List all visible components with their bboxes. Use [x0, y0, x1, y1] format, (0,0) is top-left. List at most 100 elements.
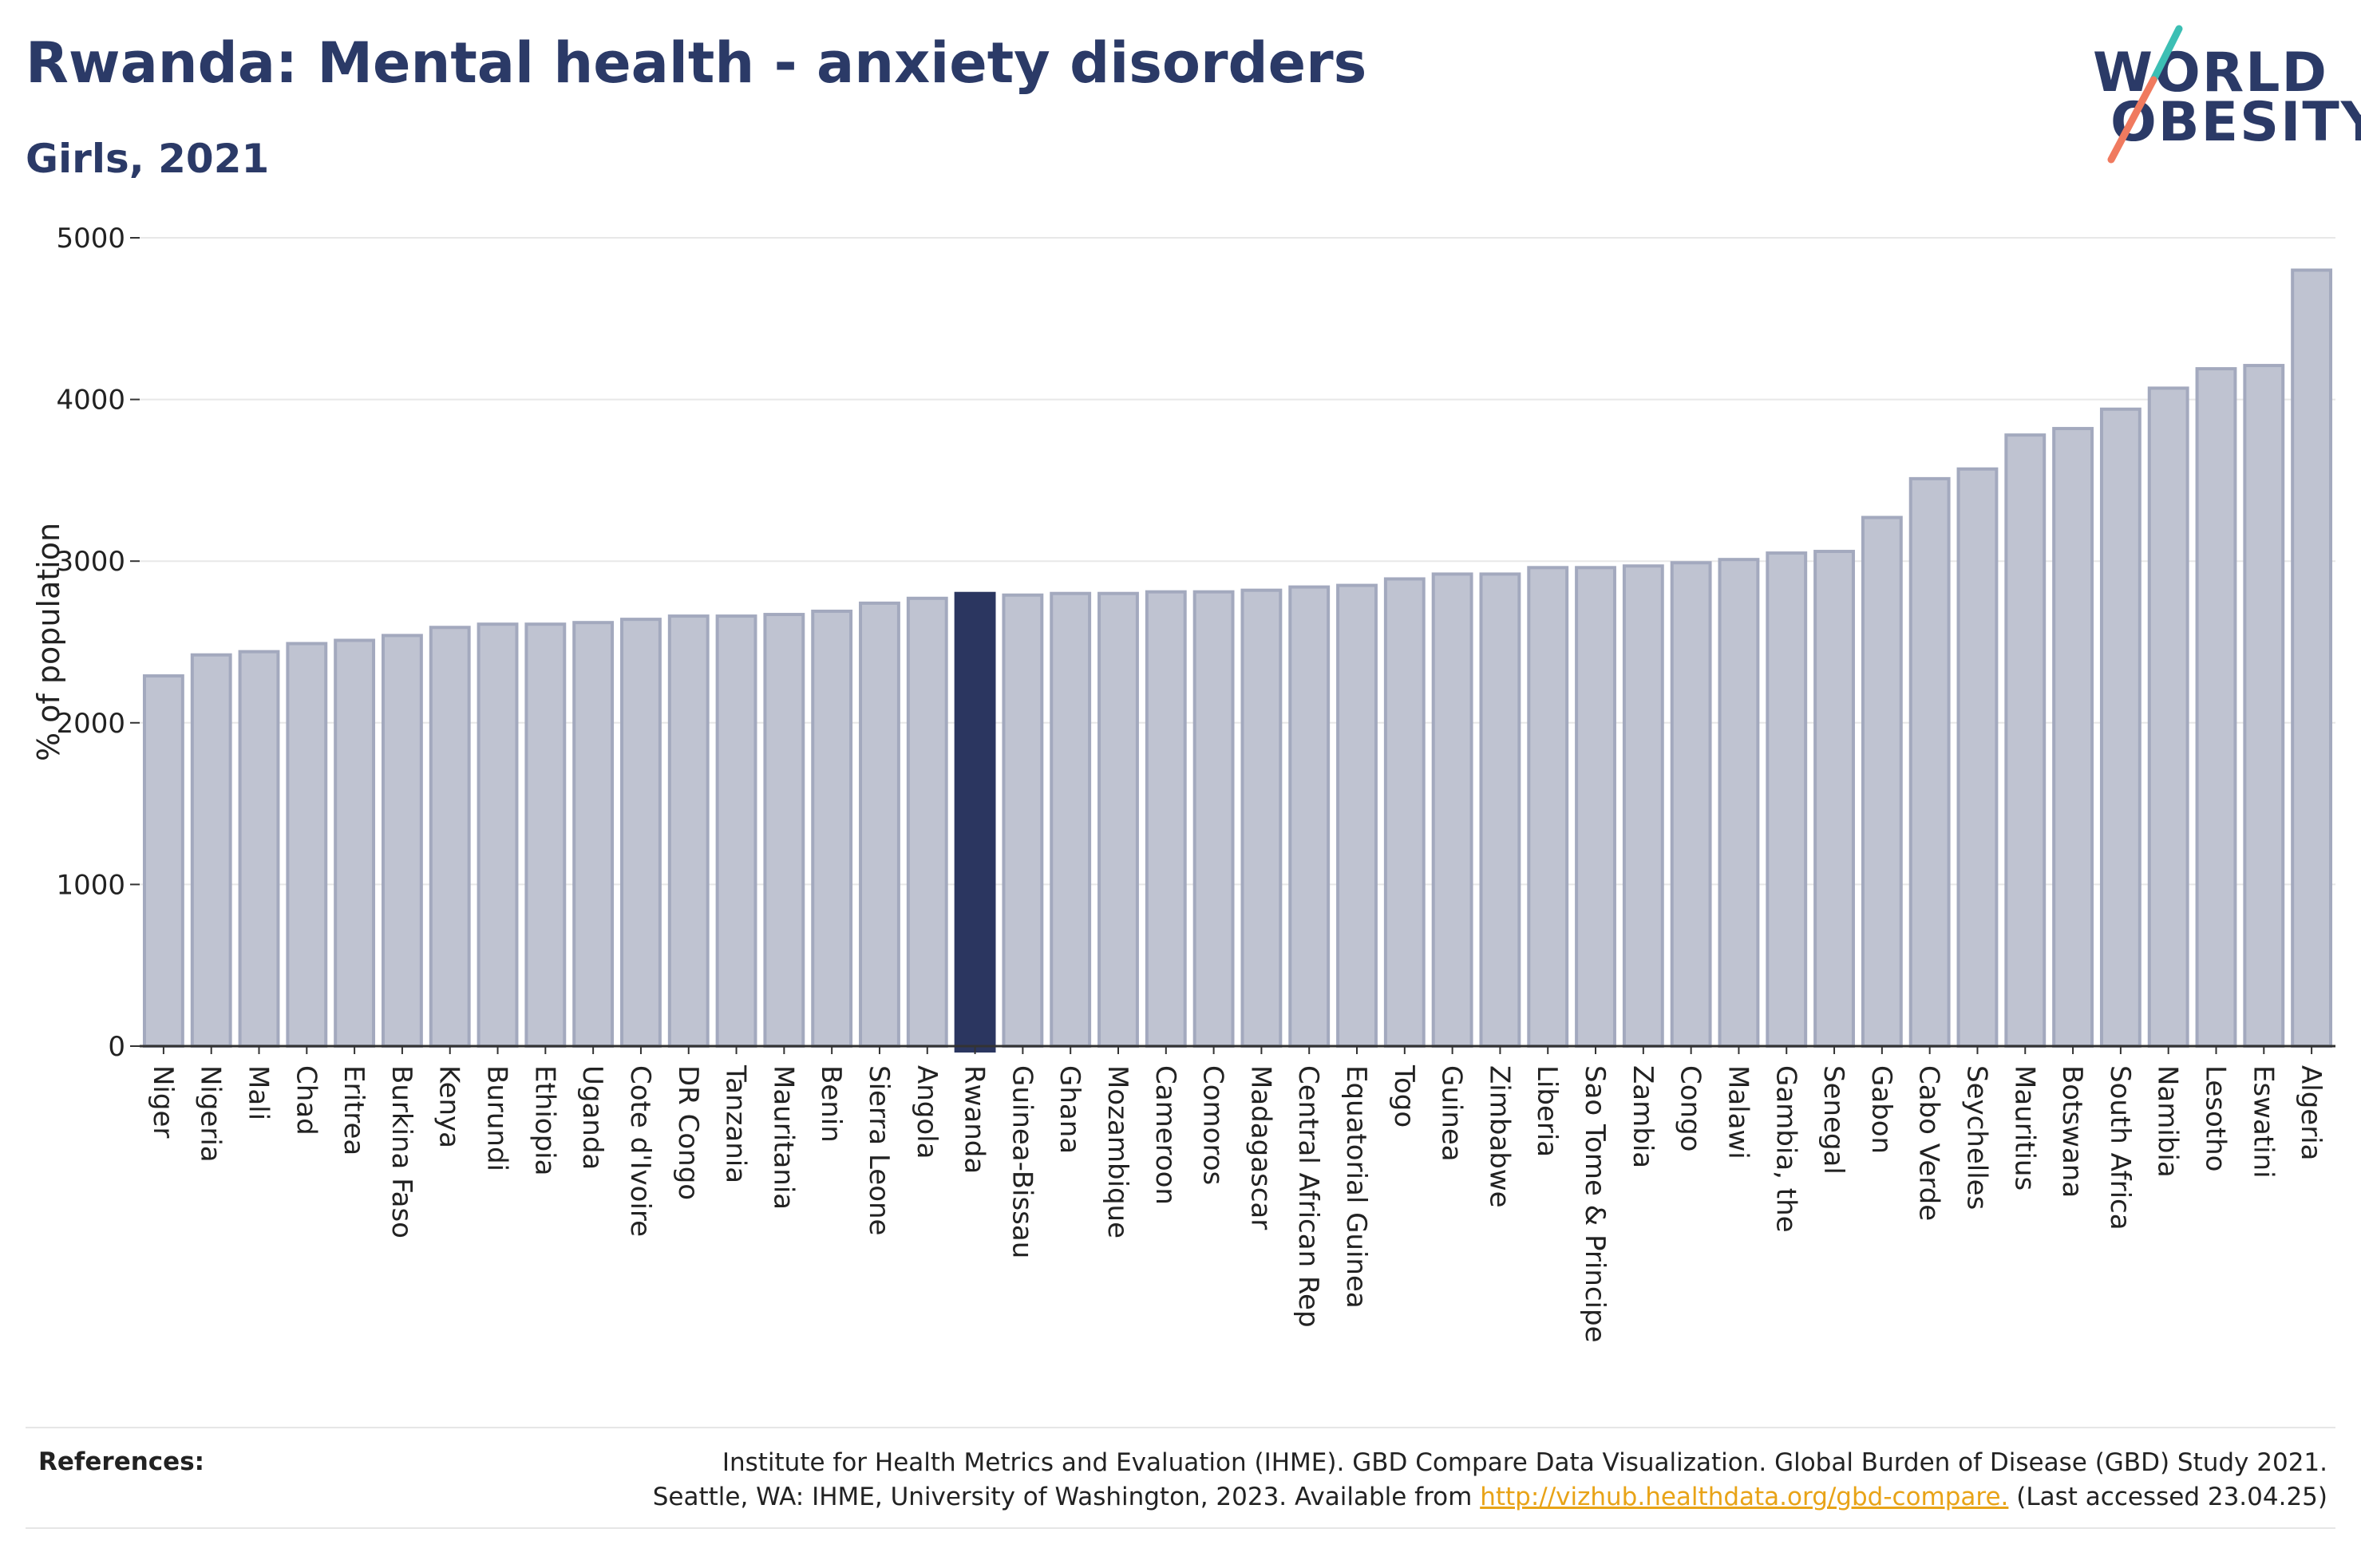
x-tick-label: Equatorial Guinea [1340, 1065, 1372, 1309]
x-tick-label: Benin [815, 1065, 847, 1143]
x-tick-label: Eritrea [338, 1065, 370, 1155]
bar [334, 638, 376, 1048]
bar [1908, 476, 1951, 1048]
x-tick-label: Cabo Verde [1913, 1065, 1945, 1221]
bar [1383, 577, 1426, 1048]
bar [2052, 427, 2094, 1048]
x-tick-label: Togo [1388, 1064, 1420, 1128]
x-tick-label: Sierra Leone [863, 1065, 895, 1235]
x-tick-label: Burundi [481, 1065, 513, 1171]
reference-line-2-suffix: (Last accessed 23.04.25) [2008, 1483, 2327, 1512]
bar [477, 622, 519, 1048]
x-tick-label: Kenya [433, 1065, 465, 1148]
bar [1527, 566, 1569, 1048]
x-tick-label: Comoros [1197, 1065, 1229, 1185]
references-text: Institute for Health Metrics and Evaluat… [653, 1446, 2327, 1515]
y-tick-label: 5000 [56, 223, 125, 255]
x-tick-label: Mauritius [2008, 1065, 2040, 1191]
x-tick-label: Uganda [576, 1065, 608, 1170]
bar [763, 613, 805, 1048]
page-title: Rwanda: Mental health - anxiety disorder… [26, 30, 1367, 96]
bar-chart: 0 1000 2000 3000 4000 5000 Niger Nigeria Mali Ch… [31, 223, 2335, 1343]
y-tick-label: 0 [108, 1031, 125, 1063]
references-block: References: Institute for Health Metrics… [26, 1427, 2335, 1529]
bar [1336, 583, 1378, 1048]
x-tick-label: Guinea [1436, 1065, 1468, 1162]
bar [1050, 591, 1092, 1048]
bar [906, 596, 948, 1048]
y-axis-title: % of population [31, 523, 66, 761]
x-tick-label: Angola [911, 1065, 943, 1159]
bar [190, 653, 232, 1048]
bar [2291, 268, 2333, 1048]
x-tick-label: Burkina Faso [386, 1065, 417, 1238]
bar [1145, 590, 1187, 1048]
references-label: References: [38, 1448, 205, 1476]
bar [1240, 588, 1283, 1048]
bar [2147, 386, 2189, 1048]
x-tick-label: Botswana [2056, 1065, 2088, 1198]
x-tick-label: Namibia [2152, 1065, 2184, 1178]
x-tick-label: Cameroon [1149, 1065, 1181, 1205]
reference-link[interactable]: http://vizhub.healthdata.org/gbd-compare… [1480, 1483, 2009, 1512]
x-tick-label: Tanzania [720, 1064, 752, 1183]
bars [142, 268, 2333, 1053]
x-tick-label: Liberia [1531, 1065, 1563, 1157]
world-obesity-logo: WORLD OBESITY [2083, 22, 2361, 174]
bar [2004, 433, 2047, 1048]
bar [1766, 551, 1808, 1048]
bar [1622, 564, 1664, 1048]
bar [429, 626, 471, 1048]
logo-text-world: WORLD [2093, 41, 2328, 105]
x-tick-label: Central African Rep [1292, 1065, 1324, 1328]
y-tick-label: 1000 [56, 869, 125, 901]
x-tick-label: Malawi [1722, 1065, 1754, 1159]
x-tick-label: Madagascar [1244, 1065, 1276, 1230]
x-tick-label: Congo [1675, 1065, 1706, 1151]
x-tick-label: Gambia, the [1770, 1065, 1801, 1233]
bar [524, 622, 567, 1048]
x-tick-label: Zimbabwe [1483, 1065, 1515, 1208]
y-tick-label: 4000 [56, 385, 125, 417]
bar [859, 601, 900, 1048]
bar [1956, 467, 1999, 1048]
y-tick-label: 2000 [56, 708, 125, 740]
bar [238, 650, 280, 1048]
x-tick-label: Rwanda [959, 1065, 991, 1174]
x-tick-label: Algeria [2295, 1065, 2327, 1160]
x-tick-label: Mali [243, 1065, 275, 1120]
y-tick-label: 3000 [56, 546, 125, 578]
bar [1861, 515, 1903, 1048]
bar [1192, 590, 1235, 1048]
x-tick-label: Sao Tome & Principe [1579, 1065, 1611, 1343]
reference-line-2-prefix: Seattle, WA: IHME, University of Washing… [652, 1483, 1481, 1512]
bar [1670, 561, 1712, 1048]
x-tick-label: Senegal [1817, 1065, 1849, 1175]
bar [142, 674, 184, 1049]
x-tick-label: Eswatini [2247, 1065, 2279, 1179]
bar [1431, 572, 1473, 1048]
x-tick-label: Gabon [1865, 1065, 1897, 1154]
reference-line-1: Institute for Health Metrics and Evaluat… [722, 1448, 2327, 1477]
bar [620, 618, 662, 1048]
x-axis-labels: Niger Nigeria Mali Chad Eritrea Burkina Faso K… [147, 1046, 2327, 1343]
y-axis-ticks: 0 1000 2000 3000 4000 5000 [56, 223, 140, 1063]
x-tick-label: Ethiopia [528, 1065, 560, 1175]
x-tick-label: DR Congo [672, 1065, 704, 1200]
bar [2243, 364, 2285, 1048]
bar [667, 614, 710, 1048]
bar [811, 610, 853, 1048]
x-tick-label: Cote d'Ivoire [624, 1065, 656, 1237]
x-tick-label: Guinea-Bissau [1006, 1065, 1038, 1258]
logo-text-obesity: OBESITY [2110, 91, 2361, 154]
logo-slash-icon [2107, 25, 2183, 164]
x-tick-label: Mozambique [1101, 1065, 1133, 1238]
x-tick-label: Seychelles [1960, 1065, 1992, 1210]
bar [1002, 593, 1044, 1048]
bar [1718, 558, 1760, 1048]
bar [2195, 367, 2237, 1048]
x-tick-label: Ghana [1054, 1065, 1086, 1154]
bar [1575, 566, 1616, 1048]
bar [1813, 550, 1855, 1048]
bar [1097, 591, 1139, 1048]
